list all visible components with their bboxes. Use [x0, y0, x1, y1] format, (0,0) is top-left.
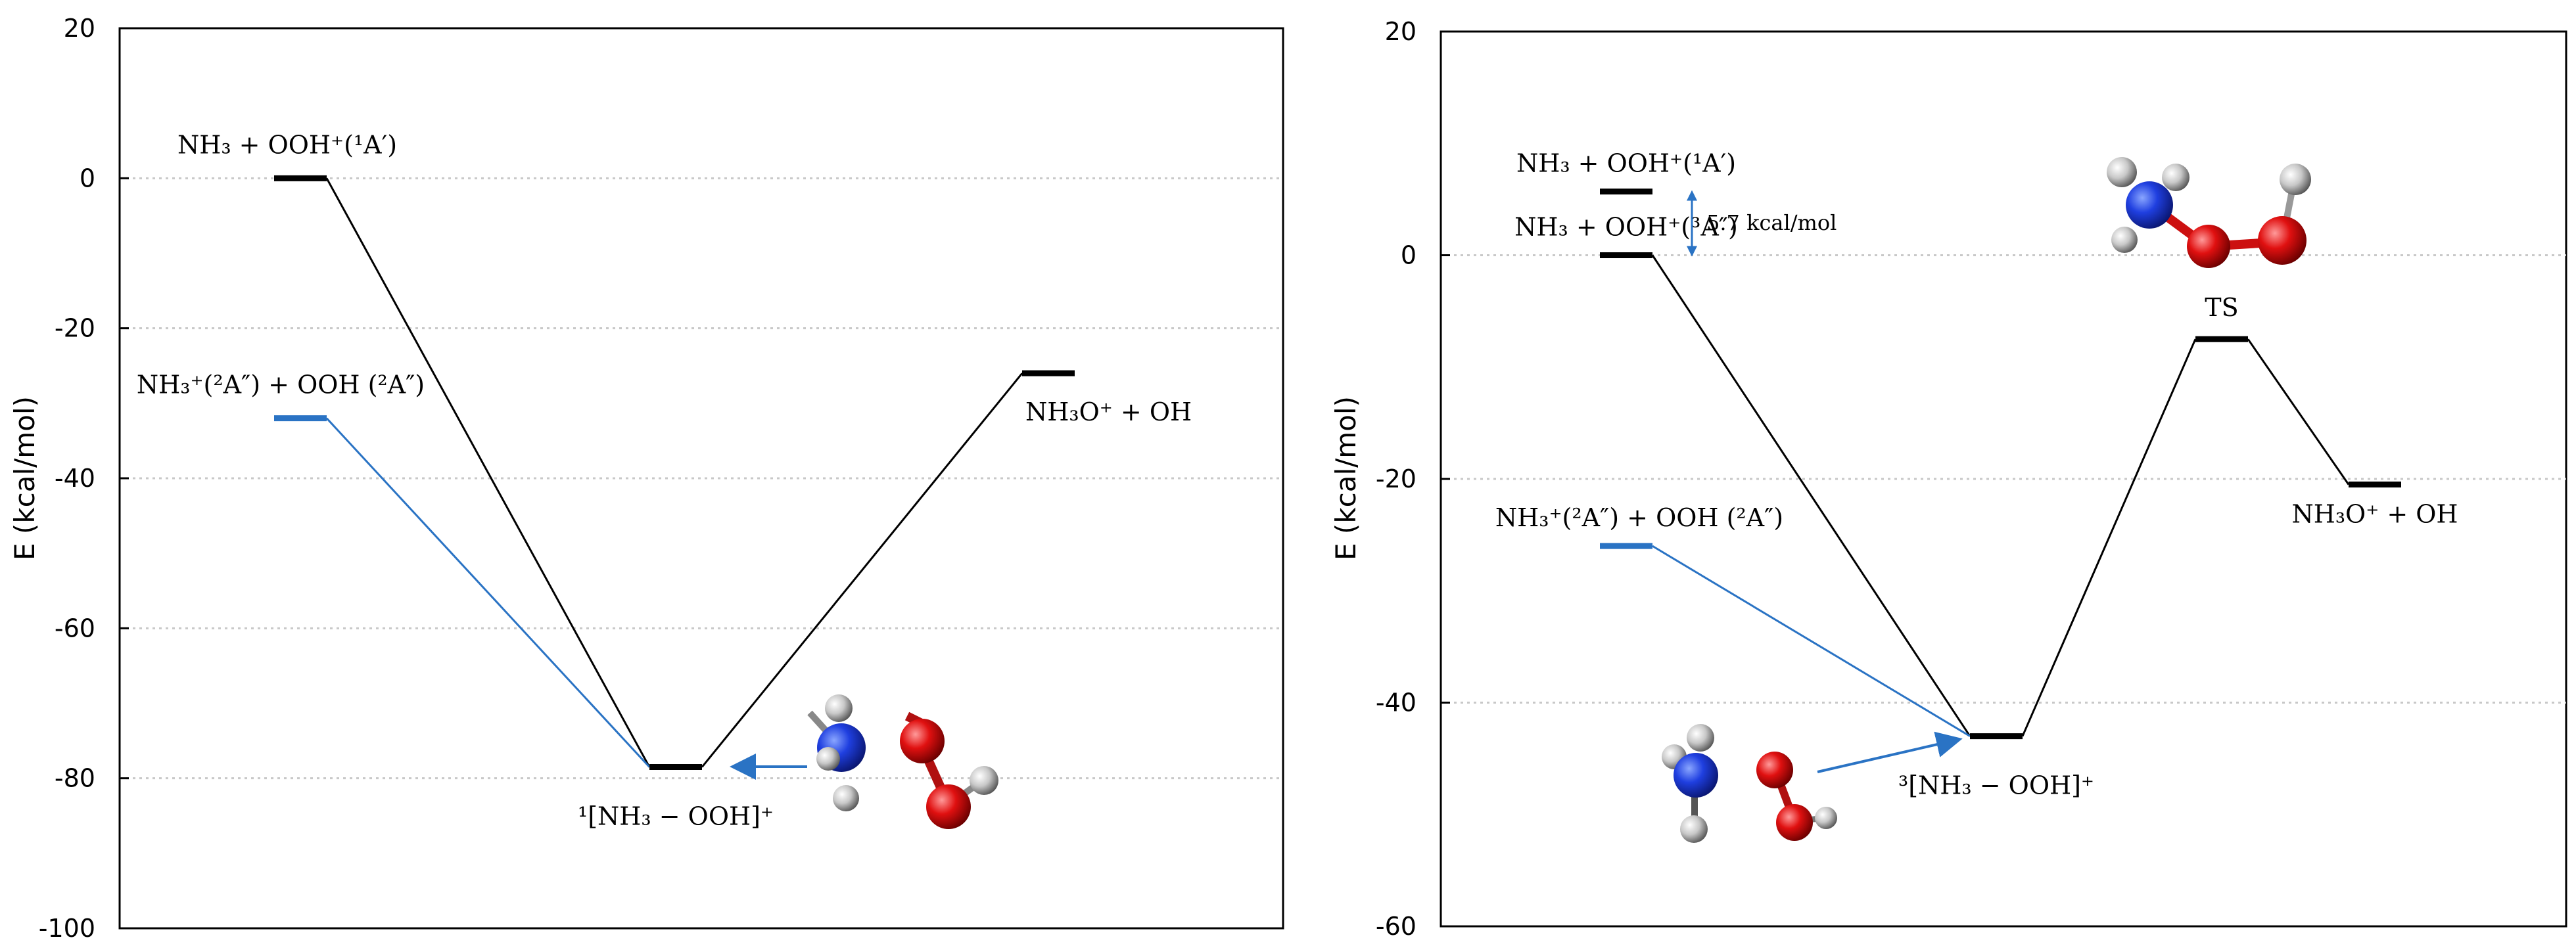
gridlines: [1441, 254, 2566, 704]
connector-INT-P: [701, 372, 1023, 768]
y-tick-label: -40: [55, 464, 95, 493]
connector-R1t-INT: [1651, 254, 1971, 737]
connector-TS-P: [2247, 338, 2350, 485]
y-tick-label: 0: [1401, 241, 1417, 270]
level-label-reactant-singlet: NH₃ + OOH⁺(¹A′): [177, 130, 397, 159]
connector-R2-INT: [1652, 545, 1971, 737]
energy-gap-annotation: 5.7 kcal/mol: [1687, 190, 1837, 257]
connector-lines: [1651, 254, 2350, 737]
y-tick-label: -60: [1376, 912, 1417, 941]
energy-levels: [1600, 188, 2401, 740]
y-axis-ticks: 20 0 -20 -40 -60: [1376, 17, 1450, 941]
level-label-reactant-singlet: NH₃ + OOH⁺(¹A′): [1516, 148, 1736, 177]
y-tick-label: -80: [55, 764, 95, 793]
molecule-structure-image: [807, 694, 998, 829]
energy-levels: [274, 175, 1075, 771]
right-energy-diagram: 20 0 -20 -40 -60 E (kcal/mol) NH₃ + OOH⁺(¹A′…: [1330, 17, 2567, 941]
level-label-transition-state: TS: [2205, 293, 2238, 322]
level-label-product: NH₃O⁺ + OH: [2291, 500, 2458, 529]
y-axis-label: E (kcal/mol): [9, 396, 41, 560]
y-tick-label: -100: [39, 914, 95, 943]
level-label-product: NH₃O⁺ + OH: [1025, 397, 1192, 426]
level-label-intermediate: ³[NH₃ − OOH]⁺: [1898, 771, 2094, 800]
y-tick-label: -20: [55, 314, 95, 343]
plot-area-frame: [118, 27, 1284, 930]
y-axis-ticks: 20 0 -20 -40 -60 -80 -100: [39, 14, 129, 943]
molecule-pointer-arrow: [1817, 731, 1963, 773]
level-label-reactant-triplet: NH₃ + OOH⁺(³A″): [1514, 213, 1738, 242]
connector-R1-INT: [325, 177, 651, 768]
level-label-radical-pair: NH₃⁺(²A″) + OOH (²A″): [137, 371, 425, 399]
svg-text:5.7 kcal/mol: 5.7 kcal/mol: [1706, 210, 1837, 235]
connector-lines: [325, 177, 1023, 768]
level-label-intermediate: ¹[NH₃ − OOH]⁺: [578, 802, 774, 831]
y-tick-label: -20: [1376, 464, 1417, 493]
y-tick-label: 0: [80, 164, 95, 192]
y-tick-label: 20: [64, 14, 95, 43]
level-label-radical-pair: NH₃⁺(²A″) + OOH (²A″): [1495, 503, 1783, 532]
connector-R2-INT: [325, 417, 651, 768]
y-tick-label: -40: [1376, 688, 1417, 717]
y-tick-label: 20: [1385, 17, 1417, 46]
y-tick-label: -60: [55, 614, 95, 643]
intermediate-molecule-structure-image: [1662, 724, 1837, 843]
connector-INT-TS: [2021, 338, 2197, 737]
gridlines: [120, 177, 1283, 780]
left-energy-diagram: 20 0 -20 -40 -60 -80 -100 E (kcal/mol) NH₃ + O…: [9, 14, 1284, 943]
y-axis-label: E (kcal/mol): [1330, 396, 1362, 560]
ts-molecule-structure-image: [2107, 157, 2311, 268]
